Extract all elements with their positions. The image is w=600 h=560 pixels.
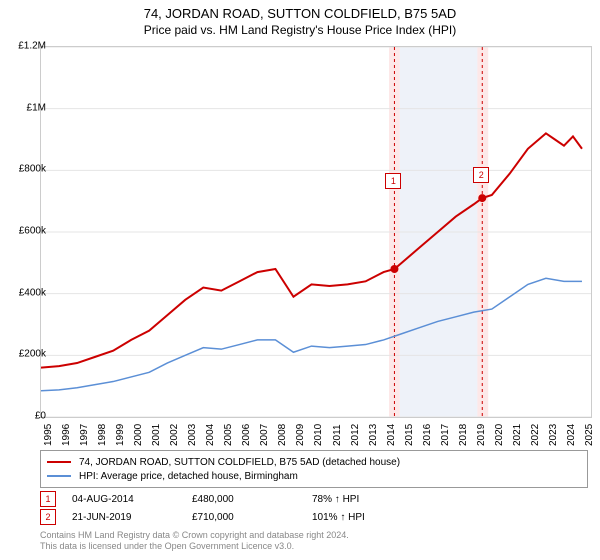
sale-row: 2 21-JUN-2019£710,000101% ↑ HPI xyxy=(40,508,432,526)
chart-subtitle: Price paid vs. HM Land Registry's House … xyxy=(0,21,600,41)
x-tick-label: 2014 xyxy=(386,424,397,446)
x-tick-label: 2021 xyxy=(512,424,523,446)
x-tick-label: 1999 xyxy=(115,424,126,446)
x-tick-label: 2001 xyxy=(151,424,162,446)
legend-label: 74, JORDAN ROAD, SUTTON COLDFIELD, B75 5… xyxy=(79,457,400,468)
x-tick-label: 2019 xyxy=(476,424,487,446)
sale-badge: 1 xyxy=(40,491,56,507)
legend-swatch xyxy=(47,475,71,477)
legend-swatch xyxy=(47,461,71,463)
footnote-line2: This data is licensed under the Open Gov… xyxy=(40,541,349,552)
sale-badge: 2 xyxy=(40,509,56,525)
sale-price: £480,000 xyxy=(192,494,312,505)
x-tick-label: 2006 xyxy=(241,424,252,446)
x-tick-label: 2018 xyxy=(458,424,469,446)
x-tick-label: 2017 xyxy=(440,424,451,446)
x-tick-label: 1995 xyxy=(43,424,54,446)
x-tick-label: 2003 xyxy=(187,424,198,446)
x-tick-label: 2002 xyxy=(169,424,180,446)
x-tick-label: 2012 xyxy=(350,424,361,446)
y-tick-label: £800k xyxy=(6,164,46,175)
x-tick-label: 2015 xyxy=(404,424,415,446)
y-tick-label: £0 xyxy=(6,411,46,422)
chart-title: 74, JORDAN ROAD, SUTTON COLDFIELD, B75 5… xyxy=(0,0,600,21)
chart-legend: 74, JORDAN ROAD, SUTTON COLDFIELD, B75 5… xyxy=(40,450,588,488)
chart-svg xyxy=(41,47,591,417)
x-tick-label: 2004 xyxy=(205,424,216,446)
x-tick-label: 2011 xyxy=(332,424,343,446)
sales-table: 1 04-AUG-2014£480,00078% ↑ HPI 2 21-JUN-201… xyxy=(40,490,432,526)
x-tick-label: 2016 xyxy=(422,424,433,446)
x-tick-label: 2005 xyxy=(223,424,234,446)
x-tick-label: 1996 xyxy=(61,424,72,446)
x-tick-label: 1998 xyxy=(97,424,108,446)
x-tick-label: 2007 xyxy=(259,424,270,446)
y-tick-label: £400k xyxy=(6,287,46,298)
x-tick-label: 2010 xyxy=(313,424,324,446)
x-tick-label: 2008 xyxy=(277,424,288,446)
y-tick-label: £600k xyxy=(6,226,46,237)
sale-row: 1 04-AUG-2014£480,00078% ↑ HPI xyxy=(40,490,432,508)
sale-price: £710,000 xyxy=(192,512,312,523)
sale-date: 21-JUN-2019 xyxy=(72,512,192,523)
y-tick-label: £1M xyxy=(6,102,46,113)
x-tick-label: 1997 xyxy=(79,424,90,446)
x-tick-label: 2022 xyxy=(530,424,541,446)
sale-hpi: 101% ↑ HPI xyxy=(312,512,432,523)
x-tick-label: 2024 xyxy=(566,424,577,446)
sale-date: 04-AUG-2014 xyxy=(72,494,192,505)
sale-hpi: 78% ↑ HPI xyxy=(312,494,432,505)
chart-marker-badge: 1 xyxy=(385,173,401,189)
footnote: Contains HM Land Registry data © Crown c… xyxy=(40,530,349,552)
legend-row: HPI: Average price, detached house, Birm… xyxy=(47,469,581,483)
x-tick-label: 2025 xyxy=(584,424,595,446)
y-tick-label: £1.2M xyxy=(6,41,46,52)
x-tick-label: 2000 xyxy=(133,424,144,446)
chart-plot-area xyxy=(40,46,592,418)
x-tick-label: 2020 xyxy=(494,424,505,446)
footnote-line1: Contains HM Land Registry data © Crown c… xyxy=(40,530,349,541)
x-tick-label: 2013 xyxy=(368,424,379,446)
chart-marker-badge: 2 xyxy=(473,167,489,183)
legend-row: 74, JORDAN ROAD, SUTTON COLDFIELD, B75 5… xyxy=(47,455,581,469)
y-tick-label: £200k xyxy=(6,349,46,360)
x-tick-label: 2009 xyxy=(295,424,306,446)
legend-label: HPI: Average price, detached house, Birm… xyxy=(79,471,298,482)
x-tick-label: 2023 xyxy=(548,424,559,446)
